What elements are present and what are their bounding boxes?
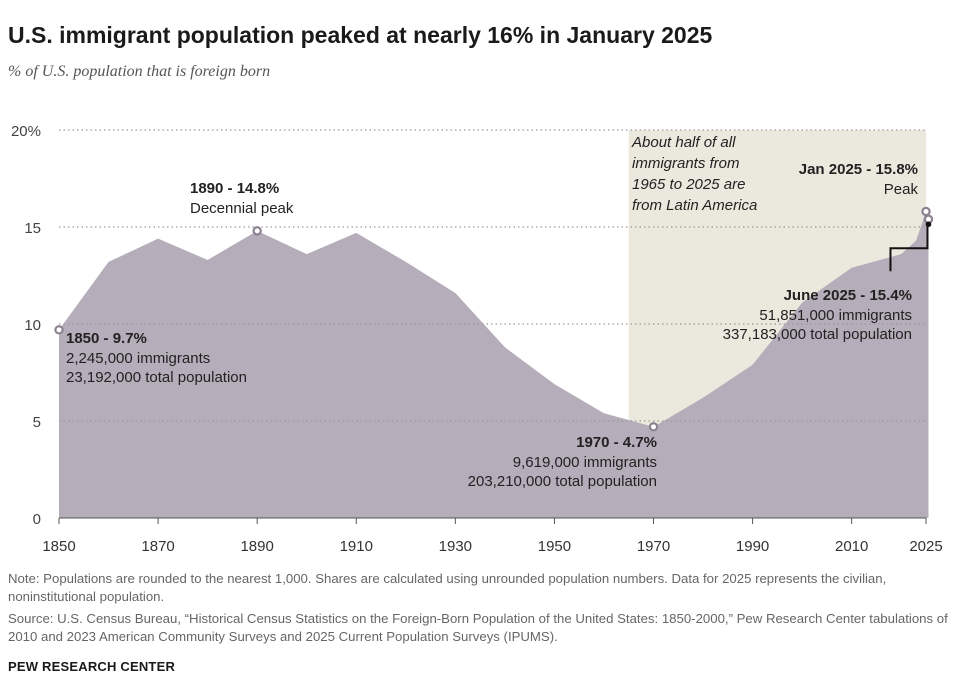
brand-name: PEW RESEARCH CENTER bbox=[8, 659, 176, 674]
y-tick-label-20: 20% bbox=[11, 123, 41, 140]
shaded-region-label-line-1: immigrants from bbox=[632, 155, 740, 172]
x-tick-label-1950: 1950 bbox=[538, 538, 571, 555]
y-tick-label-15: 15 bbox=[24, 220, 41, 237]
y-tick-label-5: 5 bbox=[33, 414, 41, 431]
x-tick-label-1930: 1930 bbox=[439, 538, 472, 555]
data-point-a1970 bbox=[648, 422, 659, 432]
annotation-title-ajan2025: Jan 2025 - 15.8% bbox=[799, 161, 918, 178]
x-tick-label-1990: 1990 bbox=[736, 538, 769, 555]
annotation-line-a1970-1: 203,210,000 total population bbox=[468, 473, 657, 490]
x-tick-label-1870: 1870 bbox=[141, 538, 174, 555]
chart-subtitle: % of U.S. population that is foreign bor… bbox=[8, 63, 271, 80]
annotation-title-a1970: 1970 - 4.7% bbox=[576, 434, 657, 451]
chart-source: Source: U.S. Census Bureau, “Historical … bbox=[8, 611, 948, 644]
annotation-line-ajan2025-0: Peak bbox=[884, 181, 919, 198]
annotation-title-ajun2025: June 2025 - 15.4% bbox=[784, 287, 912, 304]
x-tick-label-1890: 1890 bbox=[240, 538, 273, 555]
x-tick-label-2025: 2025 bbox=[909, 538, 942, 555]
chart-title: U.S. immigrant population peaked at near… bbox=[8, 22, 713, 48]
series-area bbox=[59, 211, 929, 519]
data-point-a1850 bbox=[54, 325, 64, 335]
annotation-line-ajun2025-1: 337,183,000 total population bbox=[723, 326, 912, 343]
annotation-line-ajun2025-0: 51,851,000 immigrants bbox=[759, 307, 912, 324]
chart-note: Note: Populations are rounded to the nea… bbox=[8, 571, 887, 604]
shaded-region-label-line-3: from Latin America bbox=[632, 197, 757, 214]
annotation-line-a1850-0: 2,245,000 immigrants bbox=[66, 350, 210, 367]
x-tick-label-1850: 1850 bbox=[42, 538, 75, 555]
shaded-region-label-line-0: About half of all bbox=[631, 134, 736, 151]
annotation-line-a1890-0: Decennial peak bbox=[190, 200, 294, 217]
chart-svg: 0 5 10 15 20% 1850 1870 1890 1910 1930 1950 1970 199… bbox=[11, 123, 943, 555]
y-tick-label-0: 0 bbox=[33, 511, 41, 528]
x-tick-label-1970: 1970 bbox=[637, 538, 670, 555]
annotation-title-a1890: 1890 - 14.8% bbox=[190, 180, 279, 197]
data-point-ajan2025 bbox=[921, 206, 931, 217]
shaded-region-label-line-2: 1965 to 2025 are bbox=[632, 176, 745, 193]
annotation-line-a1970-0: 9,619,000 immigrants bbox=[513, 454, 657, 471]
june-2025-leader-line bbox=[889, 225, 929, 272]
x-tick-label-1910: 1910 bbox=[340, 538, 373, 555]
data-point-a1890 bbox=[252, 226, 262, 236]
annotation-title-a1850: 1850 - 9.7% bbox=[66, 330, 147, 347]
annotation-line-a1850-1: 23,192,000 total population bbox=[66, 369, 247, 386]
x-tick-label-2010: 2010 bbox=[835, 538, 868, 555]
y-tick-label-10: 10 bbox=[24, 317, 41, 334]
